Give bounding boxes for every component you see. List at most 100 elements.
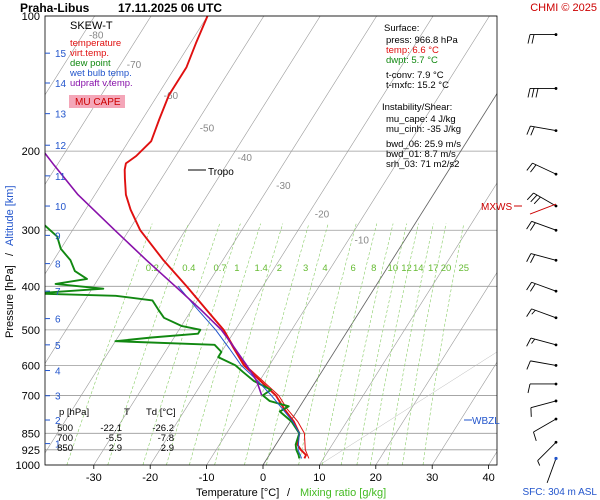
legend-title: SKEW-T <box>70 20 113 32</box>
isotherm-label-1: -70 <box>127 60 142 71</box>
table-row-850-td: 2.9 <box>161 443 174 454</box>
wind-barb-4 <box>526 192 558 208</box>
mixing-label-1: 0.4 <box>182 263 195 274</box>
mucape-badge-bg <box>69 95 125 108</box>
wind-dot-7 <box>554 289 558 293</box>
alt-tick-label-10: 11 <box>55 172 66 183</box>
wind-flag-3-0 <box>526 162 533 171</box>
wind-staff-7 <box>531 281 557 292</box>
x-tick-label-6: 30 <box>426 472 438 484</box>
table-row-500-p: 500 <box>57 423 73 434</box>
mixing-line-5 <box>214 223 284 465</box>
wbzl-label: WBZL <box>472 416 500 427</box>
mixing-label-11: 12 <box>401 263 412 274</box>
table-row-500-td: -26.2 <box>152 423 174 434</box>
isotherm--20 <box>149 16 434 465</box>
mixing-label-9: 8 <box>371 263 376 274</box>
mixing-line-7 <box>266 223 329 465</box>
x-tick-label-7: 40 <box>482 472 494 484</box>
alt-tick-label-2: 3 <box>55 392 61 403</box>
mixing-label-6: 3 <box>303 263 308 274</box>
wind-staff-5 <box>531 220 557 231</box>
mixing-label-10: 10 <box>388 263 399 274</box>
wind-barb-3 <box>526 162 558 176</box>
isotherm--60 <box>45 16 208 275</box>
mixing-line-4 <box>189 223 261 465</box>
table-header-td: Td [°C] <box>146 407 176 418</box>
wind-dot-13 <box>554 417 558 421</box>
wind-flag-2-1 <box>530 126 535 136</box>
mixing-label-4: 1.4 <box>255 263 268 274</box>
wind-dot-0 <box>554 33 558 36</box>
wind-dot-8 <box>554 316 558 320</box>
x-axis-label: Temperature [°C] <box>196 487 279 499</box>
mixing-line-15 <box>422 223 465 465</box>
x-tick-label-3: 0 <box>260 472 266 484</box>
p-tick-label-0: 100 <box>22 11 40 23</box>
isotherm--10 <box>206 16 490 465</box>
wind-barb-6 <box>526 253 558 263</box>
tropo-label: Tropo <box>208 167 234 178</box>
wind-staff-10 <box>530 360 557 366</box>
series-dew-point <box>45 224 301 459</box>
mixing-line-12 <box>370 223 419 465</box>
wind-staff-2 <box>530 125 557 132</box>
alt-tick-label-8: 9 <box>55 231 61 242</box>
wind-flag-4-0 <box>526 192 534 201</box>
wind-flag-1-0 <box>527 88 531 98</box>
series-virtual-temperature <box>186 285 310 459</box>
wind-flag-7-1 <box>529 283 536 292</box>
mucape-badge: MU CAPE <box>75 97 121 108</box>
y-axis-label-altitude: Altitude [km] <box>4 185 16 246</box>
wind-dot-10 <box>554 363 558 367</box>
isotherm--30 <box>93 16 377 465</box>
wind-dot-9 <box>554 343 558 347</box>
wind-flag-10-0 <box>526 360 531 370</box>
wind-dot-1 <box>554 87 558 90</box>
isotherm-30 <box>431 361 497 465</box>
wind-barbs <box>526 33 558 484</box>
legend-wet-bulb: wet bulb temp. <box>69 68 132 79</box>
wind-flag-5-0 <box>526 221 532 230</box>
wind-barb-9 <box>526 337 558 347</box>
wind-flag-2-0 <box>526 125 531 135</box>
wind-dot-14 <box>554 440 558 444</box>
mixing-label-12: 14 <box>413 263 424 274</box>
surface-press: press: 966.8 hPa <box>386 35 459 46</box>
mixing-label-8: 6 <box>350 263 355 274</box>
wind-staff-4 <box>533 192 557 207</box>
mixing-line-8 <box>298 223 357 465</box>
wind-barb-8 <box>526 308 558 320</box>
wind-dot-2 <box>554 129 558 133</box>
table-row-850-p: 850 <box>57 443 73 454</box>
alt-tick-label-3: 4 <box>55 367 61 378</box>
x-tick-label-0: -30 <box>86 472 102 484</box>
table-row-700-t: -5.5 <box>106 433 122 444</box>
isotherm--40 <box>45 16 321 454</box>
wind-dot-11 <box>554 382 558 386</box>
mxws-barb-highlight <box>529 203 557 215</box>
wind-staff-8 <box>531 308 557 319</box>
mixing-line-0 <box>66 223 153 465</box>
copyright-label: CHMI © 2025 <box>530 2 597 14</box>
wind-staff-13 <box>533 418 557 433</box>
surface-wind-dot <box>554 456 558 461</box>
wind-flag-3-1 <box>530 164 537 173</box>
p-tick-label-1: 200 <box>22 146 40 158</box>
alt-tick-label-5: 6 <box>55 315 61 326</box>
alt-tick-label-12: 13 <box>55 110 67 121</box>
reference-diagonal <box>319 351 497 465</box>
isotherm-zero <box>262 92 497 465</box>
datetime-title: 17.11.2025 06 UTC <box>118 1 222 15</box>
wind-staff-15 <box>546 458 557 484</box>
mixing-label-2: 0.7 <box>213 263 226 274</box>
table-row-700-td: -7.8 <box>158 433 174 444</box>
p-tick-label-5: 600 <box>22 360 40 372</box>
surface-tconv: t-conv: 7.9 °C <box>386 70 444 81</box>
wind-flag-1-1 <box>531 88 535 98</box>
mixing-line-11 <box>356 223 408 465</box>
isotherm-label-7: -10 <box>355 236 370 247</box>
mixing-label-15: 25 <box>459 263 470 274</box>
